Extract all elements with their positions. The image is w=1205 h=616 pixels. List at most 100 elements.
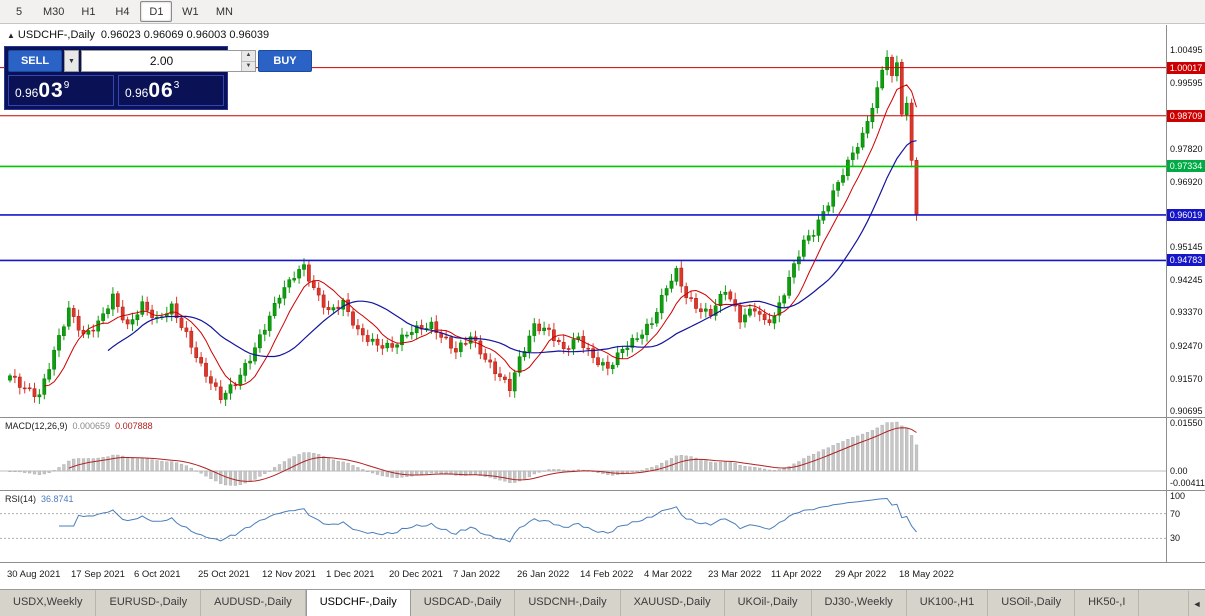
sell-price-display[interactable]: 0.96039 bbox=[8, 75, 114, 106]
volume-up-icon[interactable]: ▲ bbox=[242, 51, 255, 62]
chart-tab-ukoil-daily[interactable]: UKOil-,Daily bbox=[725, 590, 812, 616]
price-axis-label: 0.94245 bbox=[1170, 275, 1203, 285]
volume-input[interactable] bbox=[82, 51, 241, 71]
chart-tab-eurusd-daily[interactable]: EURUSD-,Daily bbox=[96, 590, 202, 616]
date-axis-label: 1 Dec 2021 bbox=[326, 569, 375, 580]
macd-bar bbox=[542, 470, 546, 472]
chart-tab-uk100-h1[interactable]: UK100-,H1 bbox=[907, 590, 989, 616]
candle-body bbox=[605, 361, 610, 369]
macd-bar bbox=[135, 458, 139, 472]
macd-bar bbox=[738, 465, 742, 472]
chart-tabs-bar: USDX,Weekly EURUSD-,Daily AUDUSD-,Daily USD… bbox=[0, 589, 1205, 616]
macd-bar bbox=[532, 470, 536, 475]
macd-bar bbox=[101, 457, 105, 472]
chart-tab-hk50-i[interactable]: HK50-,I bbox=[1075, 590, 1140, 616]
candle-body bbox=[434, 321, 439, 333]
timeframe-button-H4[interactable]: H4 bbox=[115, 5, 130, 18]
volume-down-icon[interactable]: ▼ bbox=[242, 61, 255, 71]
main-chart-panel[interactable]: ▲ USDCHF-,Daily 0.96023 0.96069 0.96003 0.… bbox=[0, 25, 1205, 417]
collapse-icon[interactable]: ▲ bbox=[7, 31, 15, 40]
candle-body bbox=[483, 353, 488, 360]
moving-average-line[interactable] bbox=[107, 140, 917, 358]
moving-average-line[interactable] bbox=[44, 84, 917, 387]
candle-body bbox=[850, 152, 855, 160]
macd-canvas[interactable] bbox=[0, 418, 1166, 490]
candle-body bbox=[488, 359, 493, 363]
price-axis-label: 0.93370 bbox=[1170, 307, 1203, 317]
rsi-canvas[interactable] bbox=[0, 491, 1166, 562]
timeframe-button-W1[interactable]: W1 bbox=[182, 5, 199, 18]
chart-tab-audusd-daily[interactable]: AUDUSD-,Daily bbox=[201, 590, 306, 616]
candle-body bbox=[512, 372, 517, 392]
candle-body bbox=[365, 335, 370, 342]
candle-body bbox=[115, 293, 120, 307]
candle-body bbox=[547, 327, 551, 330]
timeframe-button-H1[interactable]: H1 bbox=[81, 5, 96, 18]
macd-bar bbox=[47, 470, 51, 473]
candle-body bbox=[556, 339, 561, 342]
macd-bar bbox=[282, 461, 286, 472]
timeframe-button-5[interactable]: 5 bbox=[15, 5, 23, 18]
rsi-indicator-panel[interactable]: RSI(14) 36.8741 100 70 30 bbox=[0, 490, 1205, 562]
macd-bar bbox=[346, 463, 350, 472]
macd-bar bbox=[361, 469, 365, 472]
macd-bar bbox=[336, 461, 340, 472]
chart-tab-usdchf-daily[interactable]: USDCHF-,Daily bbox=[305, 590, 411, 616]
candle-body bbox=[267, 315, 272, 331]
candle-body bbox=[860, 132, 865, 148]
macd-bar bbox=[106, 456, 110, 472]
candle-body bbox=[228, 384, 233, 394]
tab-scroll-left-icon[interactable]: ◄ bbox=[1188, 591, 1205, 616]
candle-body bbox=[106, 308, 110, 314]
macd-bar bbox=[179, 463, 184, 472]
timeframe-button-M30[interactable]: M30 bbox=[43, 5, 65, 18]
one-click-trading-widget: SELL ▼ ▲ ▼ BUY 0.96039 0.96063 bbox=[4, 46, 312, 110]
chart-tab-usdcad-daily[interactable]: USDCAD-,Daily bbox=[411, 590, 516, 616]
chart-tab-usdx-weekly[interactable]: USDX,Weekly bbox=[0, 590, 97, 616]
candle-body bbox=[385, 342, 390, 349]
candle-body bbox=[356, 325, 360, 330]
candle-body bbox=[287, 279, 292, 288]
chart-tab-dj30-weekly[interactable]: DJ30-,Weekly bbox=[812, 590, 907, 616]
candle-body bbox=[586, 347, 591, 350]
macd-bar bbox=[375, 470, 380, 475]
candle-body bbox=[640, 334, 644, 339]
volume-dropdown-icon[interactable]: ▼ bbox=[64, 50, 79, 72]
macd-bar bbox=[777, 469, 781, 472]
candle-body bbox=[380, 345, 385, 349]
macd-bar bbox=[233, 470, 237, 486]
chart-tab-usoil-daily[interactable]: USOil-,Daily bbox=[988, 590, 1076, 616]
candle-body bbox=[52, 349, 56, 370]
candle-body bbox=[478, 340, 483, 355]
buy-price-display[interactable]: 0.96063 bbox=[118, 75, 224, 106]
macd-bar bbox=[875, 427, 879, 472]
candle-body bbox=[752, 308, 757, 312]
chart-tab-usdcnh-daily[interactable]: USDCNH-,Daily bbox=[515, 590, 621, 616]
candle-body bbox=[302, 264, 306, 270]
candle-body bbox=[679, 267, 684, 287]
sell-button[interactable]: SELL bbox=[8, 50, 62, 72]
macd-bar bbox=[527, 470, 531, 478]
macd-bar bbox=[32, 470, 37, 475]
candle-body bbox=[821, 211, 826, 221]
macd-bar bbox=[557, 469, 561, 472]
candle-body bbox=[199, 357, 203, 364]
macd-bar bbox=[851, 437, 855, 472]
macd-bar bbox=[204, 470, 208, 477]
macd-indicator-panel[interactable]: MACD(12,26,9) 0.000659 0.007888 0.01550 0.0… bbox=[0, 417, 1205, 490]
candle-body bbox=[243, 363, 248, 376]
buy-button[interactable]: BUY bbox=[258, 50, 312, 72]
chart-tab-xauusd-daily[interactable]: XAUUSD-,Daily bbox=[621, 590, 725, 616]
macd-bar bbox=[861, 433, 865, 472]
candle-body bbox=[498, 373, 502, 378]
macd-bar bbox=[189, 467, 193, 472]
macd-bar bbox=[405, 470, 409, 477]
timeframe-button-MN[interactable]: MN bbox=[215, 5, 233, 18]
macd-bar bbox=[493, 470, 497, 480]
macd-bar bbox=[679, 455, 683, 472]
macd-bar bbox=[518, 470, 522, 482]
timeframe-button-D1[interactable]: D1 bbox=[140, 1, 173, 22]
macd-bar bbox=[248, 470, 252, 482]
candle-body bbox=[37, 394, 42, 398]
candle-body bbox=[904, 102, 909, 115]
